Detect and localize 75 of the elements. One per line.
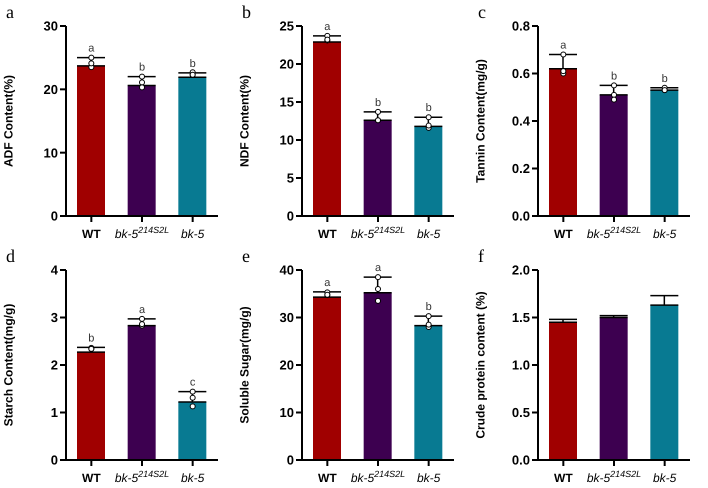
chart-title: a [6,2,14,23]
y-tick-label: 1.0 [512,358,530,373]
y-tick-label: 0 [50,208,58,224]
annotation: b [88,332,94,344]
annotation: b [190,58,196,70]
annotation: b [426,102,432,114]
y-axis-title: Tannin Content(mg/g) [473,59,488,183]
x-tick-label: bk-5$^{214S2L}$ [114,225,170,241]
y-axis-title: Soluble Sugar(mg/g) [237,306,252,424]
annotation: a [138,304,146,316]
x-tick-label: bk-5$^{214S2L}$ [586,469,642,485]
y-tick-label: 0.5 [512,405,530,420]
chart-title: c [478,2,486,23]
annotation: b [662,72,668,85]
annotation: a [324,276,332,289]
y-tick-label: 30 [44,18,58,34]
y-tick-label: 2.0 [512,262,530,278]
annotation: a [374,262,382,274]
y-tick-label: 20 [280,56,294,72]
annotation: b [426,301,432,314]
x-tick-label: bk-5$^{214S2L}$ [350,469,406,485]
x-tick-label: bk-5 [652,471,677,485]
chart-title: b [242,2,251,23]
x-tick-label: bk-5$^{214S2L}$ [586,225,642,241]
annotation: c [190,376,196,389]
x-tick-label: bk-5$^{214S2L}$ [114,469,170,485]
y-tick-label: 0.0 [512,208,530,224]
annotation: b [138,62,146,74]
y-tick-label: 40 [280,262,294,278]
annotation: a [560,40,568,52]
y-tick-label: 10 [44,145,58,160]
y-tick-label: 10 [280,132,294,148]
chart-title: f [478,246,484,267]
x-tick-label: bk-5 [416,227,441,241]
x-tick-label: bk-5 [652,227,677,241]
x-tick-label: WT [82,471,102,485]
y-tick-label: 5 [286,170,294,186]
annotation: b [610,70,618,82]
y-tick-label: 2 [50,358,58,373]
y-tick-label: 0.6 [512,66,530,82]
y-tick-label: 25 [280,18,294,34]
y-axis-title: ADF Content(%) [1,75,16,167]
y-axis-title: Starch Content(mg/g) [1,304,16,426]
y-tick-label: 4 [50,262,59,278]
y-tick-label: 0 [286,208,294,224]
y-tick-label: 1 [50,405,58,420]
y-axis-title: NDF Content(%) [237,75,252,167]
y-tick-label: 20 [44,82,58,97]
x-tick-label: WT [554,471,574,485]
x-tick-label: WT [82,227,102,241]
y-tick-label: 0.0 [512,452,530,468]
annotation: b [374,96,382,109]
x-tick-label: bk-5 [416,471,441,485]
y-tick-label: 0.8 [512,18,530,34]
y-tick-label: 1.5 [512,310,530,326]
x-tick-label: WT [318,471,338,485]
x-tick-label: WT [554,227,574,241]
annotation: a [88,42,96,55]
y-tick-label: 0.4 [512,114,531,129]
chart-title: d [6,246,15,267]
y-tick-label: 15 [280,94,294,110]
x-tick-label: bk-5$^{214S2L}$ [350,225,406,241]
x-tick-label: bk-5 [180,471,205,485]
annotation: a [324,20,332,33]
y-tick-label: 30 [280,310,294,326]
chart-title: e [242,246,250,267]
y-tick-label: 0 [50,452,58,468]
y-axis-title: Crude protein content (%) [473,291,488,439]
x-tick-label: bk-5 [180,227,205,241]
y-tick-label: 0.2 [512,161,530,176]
y-tick-label: 3 [50,310,58,326]
y-tick-label: 10 [280,405,294,420]
y-tick-label: 0 [286,452,294,468]
y-tick-label: 20 [280,358,294,373]
x-tick-label: WT [318,227,338,241]
